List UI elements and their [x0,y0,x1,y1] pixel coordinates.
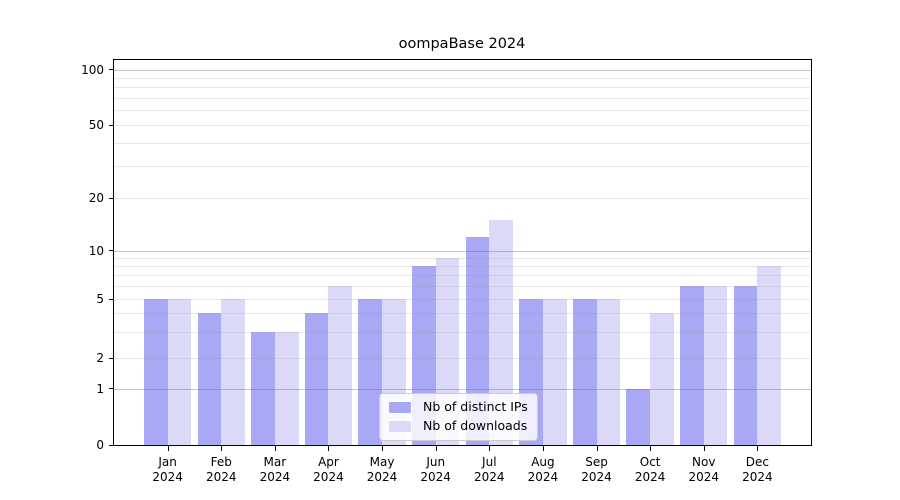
y-tick-mark-100 [109,69,114,70]
legend-swatch-distinct-ips [389,401,411,413]
gridline-y-8 [114,266,811,268]
bar-distinct-ips-dec [733,286,758,445]
legend-item-distinct-ips: Nb of distinct IPs [389,399,528,415]
x-tick-label-jun: Jun 2024 [420,455,451,484]
gridline-y-50 [114,125,811,126]
x-tick-label-mar: Mar 2024 [259,455,291,484]
gridline-y-5 [114,299,811,300]
y-tick-label-10: 10 [88,243,104,258]
legend: Nb of distinct IPs Nb of downloads [379,393,538,441]
x-tick-label-jul: Jul 2024 [474,455,505,484]
bar-downloads-dec [757,266,782,445]
gridlines-layer [114,60,811,445]
y-tick-label-100: 100 [81,62,104,77]
y-tick-mark-2 [109,357,114,359]
gridline-y-1 [114,388,811,390]
y-tick-mark-20 [109,197,114,199]
y-tick-mark-5 [109,298,114,300]
x-tick-label-dec: Dec 2024 [742,455,773,484]
gridline-y-7 [114,275,811,277]
gridline-y-9 [114,257,811,259]
y-tick-mark-0 [109,444,114,446]
plot-area [113,59,812,446]
bar-downloads-nov [703,286,728,445]
chart-title: oompaBase 2024 [398,36,526,52]
y-tick-mark-1 [109,388,114,389]
x-tick-mark-oct [650,446,652,451]
x-tick-mark-nov [703,446,705,451]
x-tick-mark-feb [221,446,223,451]
bar-distinct-ips-apr [304,313,329,445]
gridline-y-30 [114,165,811,167]
x-tick-mark-apr [328,446,330,451]
gridline-y-4 [114,313,811,315]
bar-distinct-ips-feb [197,313,222,445]
gridline-y-10 [114,250,811,252]
y-tick-label-5: 5 [96,292,104,306]
gridline-y-80 [114,87,811,89]
legend-item-downloads: Nb of downloads [389,418,528,434]
x-tick-mark-dec [757,446,759,451]
bars-layer [114,60,811,445]
gridline-y-90 [114,77,811,79]
y-tick-mark-10 [109,250,114,251]
y-tick-mark-50 [109,124,114,126]
gridline-y-70 [114,98,811,100]
bar-downloads-jul [489,219,513,445]
y-tick-label-50: 50 [88,118,104,132]
y-tick-label-0: 0 [96,438,104,452]
bar-downloads-oct [650,313,674,445]
bar-distinct-ips-nov [680,286,704,445]
bar-downloads-sep [596,299,621,445]
y-tick-label-1: 1 [96,381,104,396]
legend-swatch-downloads [389,420,411,432]
bar-distinct-ips-sep [572,299,597,445]
gridline-y-40 [114,142,811,144]
bar-distinct-ips-jul [465,236,490,445]
gridline-y-6 [114,286,811,288]
bar-distinct-ips-may [358,299,383,445]
x-tick-mark-sep [596,446,598,451]
bar-downloads-jan [167,299,192,445]
gridline-y-3 [114,331,811,333]
bar-downloads-feb [221,299,245,445]
legend-label-downloads: Nb of downloads [423,418,528,433]
bar-downloads-aug [542,299,567,445]
legend-label-distinct-ips: Nb of distinct IPs [423,399,528,414]
bar-distinct-ips-jan [143,299,168,445]
y-tick-label-20: 20 [88,191,104,205]
x-tick-label-sep: Sep 2024 [581,455,612,484]
bar-downloads-apr [328,286,353,445]
y-tick-label-2: 2 [96,351,104,365]
x-tick-mark-mar [274,446,276,451]
x-tick-label-may: May 2024 [366,455,398,484]
x-tick-label-oct: Oct 2024 [634,455,666,484]
x-tick-label-apr: Apr 2024 [313,455,344,484]
x-tick-label-jan: Jan 2024 [152,455,183,484]
bar-downloads-mar [274,331,299,445]
x-tick-mark-may [382,446,384,451]
gridline-y-60 [114,110,811,112]
x-tick-mark-jul [489,446,491,451]
gridline-y-20 [114,198,811,199]
bar-distinct-ips-oct [626,388,651,445]
gridline-y-100 [114,69,811,71]
x-tick-label-aug: Aug 2024 [527,455,559,484]
x-tick-mark-jan [167,446,169,451]
x-tick-mark-aug [542,446,544,451]
x-tick-label-feb: Feb 2024 [205,455,237,484]
x-tick-label-nov: Nov 2024 [688,455,720,484]
bar-distinct-ips-mar [251,331,275,445]
x-tick-mark-jun [435,446,437,451]
gridline-y-2 [114,358,811,359]
